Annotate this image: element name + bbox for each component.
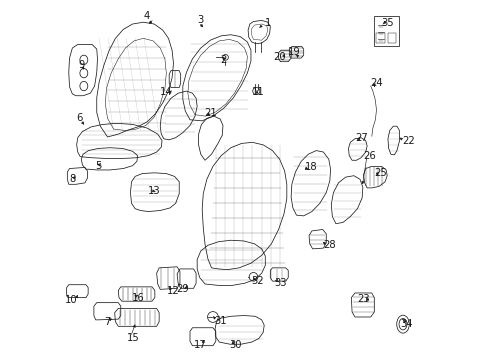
- Text: 28: 28: [323, 240, 335, 250]
- Text: 6: 6: [76, 113, 82, 123]
- Text: 2: 2: [220, 54, 226, 64]
- Text: 12: 12: [167, 286, 180, 296]
- Bar: [376, 33, 385, 43]
- Text: 27: 27: [354, 133, 367, 143]
- Text: 16: 16: [131, 293, 144, 303]
- Text: 9: 9: [79, 59, 85, 69]
- Text: 35: 35: [381, 18, 393, 28]
- Text: 26: 26: [363, 150, 376, 161]
- Text: 13: 13: [147, 186, 160, 197]
- Text: 19: 19: [287, 46, 300, 57]
- Text: 10: 10: [65, 295, 78, 305]
- Text: 5: 5: [95, 161, 101, 171]
- Text: 20: 20: [273, 52, 285, 62]
- Text: 14: 14: [160, 87, 172, 97]
- Text: 25: 25: [373, 168, 386, 178]
- Text: 7: 7: [104, 317, 110, 327]
- Text: 18: 18: [304, 162, 317, 172]
- Text: 21: 21: [204, 108, 217, 118]
- Text: 34: 34: [400, 319, 412, 329]
- Text: 31: 31: [214, 316, 226, 325]
- Text: 22: 22: [402, 136, 414, 145]
- Text: 29: 29: [176, 284, 189, 294]
- Bar: [387, 33, 395, 43]
- Text: 17: 17: [194, 340, 207, 350]
- Text: 15: 15: [126, 333, 140, 343]
- Text: 8: 8: [69, 174, 76, 184]
- Text: 30: 30: [229, 340, 242, 350]
- Text: 1: 1: [265, 18, 271, 28]
- Text: 24: 24: [370, 78, 383, 88]
- Text: 11: 11: [251, 87, 264, 97]
- Text: 4: 4: [143, 11, 150, 21]
- Text: 3: 3: [197, 15, 203, 26]
- Bar: [373, 16, 398, 45]
- Text: 32: 32: [251, 276, 264, 286]
- Text: 23: 23: [357, 294, 369, 304]
- Text: 33: 33: [273, 278, 286, 288]
